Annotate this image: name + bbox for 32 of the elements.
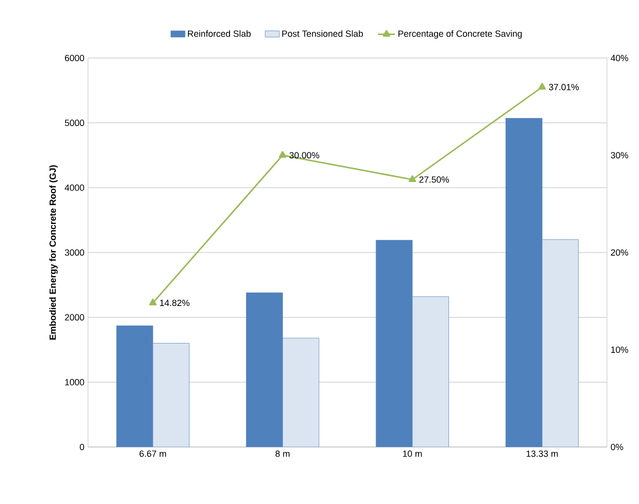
x-tick-label: 10 m bbox=[403, 450, 422, 457]
y2-tick-label: 30% bbox=[610, 152, 628, 158]
bar bbox=[412, 296, 449, 447]
y-tick-label: 3000 bbox=[64, 249, 84, 256]
y-tick-label: 6000 bbox=[64, 54, 84, 62]
legend-label: Post Tensioned Slab bbox=[282, 30, 363, 37]
y-axis-title: Embodied Energy for Concrete Roof (GJ) bbox=[49, 165, 58, 340]
y-tick-label: 1000 bbox=[65, 378, 84, 386]
y2-tick-label: 10% bbox=[611, 346, 628, 353]
x-tick-label: 6.67 m bbox=[140, 450, 166, 457]
y-tick-label: 4000 bbox=[64, 184, 84, 191]
point bbox=[149, 298, 157, 306]
data-label: 14.82% bbox=[160, 300, 190, 306]
point bbox=[538, 82, 546, 90]
x-tick-label: 13.33 m bbox=[526, 450, 558, 457]
data-label: 30.00% bbox=[289, 152, 320, 158]
data-label: 27.50% bbox=[419, 176, 449, 183]
y-tick-label: 0 bbox=[80, 444, 84, 450]
y-tick-label: 5000 bbox=[64, 120, 84, 126]
point bbox=[408, 175, 416, 182]
data-label: 37.01% bbox=[548, 84, 579, 90]
bar bbox=[542, 239, 579, 447]
point bbox=[278, 151, 286, 158]
y2-tick-label: 20% bbox=[610, 249, 628, 256]
legend-label: Percentage of Concrete Saving bbox=[398, 30, 522, 39]
y2-tick-label: 0% bbox=[610, 444, 624, 450]
y2-tick-label: 40% bbox=[610, 54, 628, 62]
x-tick-label: 8 m bbox=[276, 450, 290, 457]
y-tick-label: 2000 bbox=[64, 314, 84, 321]
bar bbox=[282, 338, 320, 447]
bar bbox=[152, 343, 190, 447]
legend-label: Reinforced Slab bbox=[188, 30, 251, 37]
